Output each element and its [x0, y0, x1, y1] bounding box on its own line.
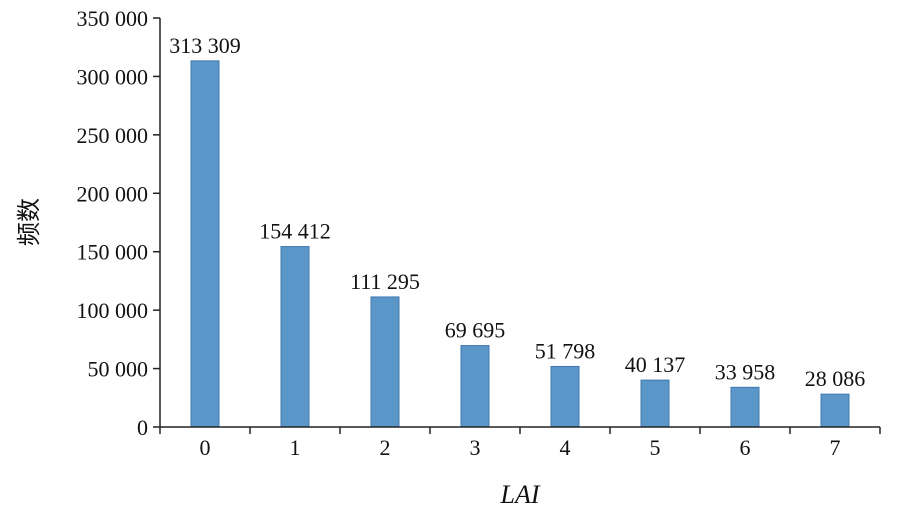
bars: 313 309 154 412 111 295 69 695 51 798 40 137 3… [169, 33, 866, 428]
data-label-3: 69 695 [445, 318, 506, 343]
x-tick-label: 6 [740, 435, 751, 460]
x-tick-label: 1 [290, 435, 301, 460]
x-axis-label: LAI [500, 480, 541, 509]
x-tick-label: 5 [650, 435, 661, 460]
x-tick-label: 4 [560, 435, 571, 460]
bar-2 [370, 296, 400, 428]
x-tick-label: 0 [200, 435, 211, 460]
y-axis-label: 频数 [15, 198, 43, 246]
y-axis-ticks: 0 50 000 100 000 150 000 200 000 250 000 300 0… [77, 6, 160, 440]
y-tick-label: 0 [137, 415, 148, 440]
x-tick-label: 3 [470, 435, 481, 460]
data-label-1: 154 412 [259, 219, 331, 244]
y-tick-label: 150 000 [77, 240, 149, 265]
data-label-6: 33 958 [715, 359, 776, 384]
bar-4 [550, 365, 580, 428]
bar-0 [190, 60, 220, 428]
data-label-5: 40 137 [625, 352, 686, 377]
x-tick-label: 7 [830, 435, 841, 460]
bar-5 [640, 379, 670, 428]
y-tick-label: 300 000 [77, 64, 149, 89]
bar-1 [280, 246, 310, 428]
y-tick-label: 250 000 [77, 123, 149, 148]
data-label-4: 51 798 [535, 338, 596, 363]
x-tick-label: 2 [380, 435, 391, 460]
bar-6 [730, 386, 760, 428]
y-tick-label: 50 000 [88, 357, 149, 382]
data-label-2: 111 295 [350, 269, 420, 294]
x-axis-ticks: 0 1 2 3 4 5 6 7 [159, 427, 881, 460]
data-label-0: 313 309 [169, 33, 241, 58]
y-tick-label: 200 000 [77, 181, 149, 206]
y-tick-label: 100 000 [77, 298, 149, 323]
bar-7 [820, 393, 850, 428]
bar-3 [460, 345, 490, 428]
y-tick-label: 350 000 [77, 6, 149, 31]
data-label-7: 28 086 [805, 366, 866, 391]
